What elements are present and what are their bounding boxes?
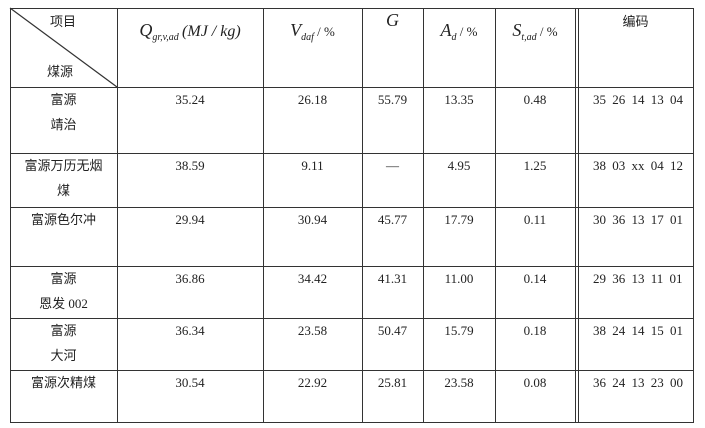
value-cell: 9.11 xyxy=(301,158,324,173)
v-line xyxy=(495,8,496,422)
v-line xyxy=(117,8,118,422)
row-name: 富源万历无烟 xyxy=(24,158,103,173)
column-header: Vdaf / % xyxy=(263,20,362,46)
row-name: 富源 xyxy=(50,92,77,107)
v-line xyxy=(693,8,694,422)
h-line xyxy=(10,8,694,9)
value-cell: 0.18 xyxy=(523,323,547,338)
value-cell: 30.54 xyxy=(175,375,205,390)
value-cell: 23.58 xyxy=(297,323,328,338)
value-cell: 29.94 xyxy=(175,212,205,227)
h-line xyxy=(10,370,694,371)
value-cell: 17.79 xyxy=(444,212,474,227)
column-header: G xyxy=(362,10,423,30)
row-name: 富源 xyxy=(50,323,77,338)
code-cell: 38 03 xx 04 12 xyxy=(593,158,683,173)
h-line xyxy=(10,422,694,423)
value-cell: 4.95 xyxy=(447,158,471,173)
h-line xyxy=(10,153,694,154)
header-symbol: V xyxy=(290,20,302,40)
header-symbol: S xyxy=(512,20,522,40)
row-name: 煤 xyxy=(56,183,70,198)
code-cell: 30 36 13 17 01 xyxy=(593,212,683,227)
value-cell: 41.31 xyxy=(377,271,408,286)
row-name: 恩发 002 xyxy=(39,296,88,311)
h-line xyxy=(10,318,694,319)
value-cell: 25.81 xyxy=(377,375,408,390)
value-cell: 34.42 xyxy=(297,271,328,286)
h-line xyxy=(10,266,694,267)
value-cell: 13.35 xyxy=(444,92,474,107)
value-cell: 36.34 xyxy=(175,323,205,338)
corner-top: 项目 xyxy=(50,14,77,29)
value-cell: 11.00 xyxy=(444,271,474,286)
header-unit: / % xyxy=(539,24,558,39)
value-cell: 23.58 xyxy=(444,375,474,390)
value-cell: 0.11 xyxy=(523,212,547,227)
value-cell: 36.86 xyxy=(175,271,205,286)
value-cell: 0.08 xyxy=(523,375,547,390)
column-header: Qgr,v,ad (MJ / kg) xyxy=(117,20,263,46)
header-symbol: Q xyxy=(139,20,153,40)
row-name: 大河 xyxy=(50,348,77,363)
header-text: 编码 xyxy=(622,14,649,29)
column-header: 编码 xyxy=(578,14,693,30)
header-subscript: t,ad xyxy=(521,32,537,43)
header-unit: / % xyxy=(459,24,478,39)
value-cell: 30.94 xyxy=(297,212,328,227)
v-line xyxy=(263,8,264,422)
v-line xyxy=(423,8,424,422)
value-cell: 22.92 xyxy=(297,375,328,390)
code-cell: 29 36 13 11 01 xyxy=(593,271,683,286)
value-cell: 50.47 xyxy=(377,323,408,338)
header-subscript: daf xyxy=(301,32,314,43)
h-line xyxy=(10,87,694,88)
row-name: 靖治 xyxy=(50,117,77,132)
header-subscript: gr,v,ad xyxy=(152,32,179,43)
header-symbol: G xyxy=(386,10,399,30)
header-unit: / % xyxy=(317,24,335,39)
v-line xyxy=(575,8,576,422)
value-cell: 26.18 xyxy=(297,92,328,107)
row-name: 富源色尔冲 xyxy=(30,212,96,227)
value-cell: 0.14 xyxy=(523,271,547,286)
column-header: St,ad / % xyxy=(495,20,575,46)
diagonal xyxy=(9,7,118,88)
h-line xyxy=(10,207,694,208)
header-subscript: d xyxy=(451,32,457,43)
header-symbol: A xyxy=(440,20,452,40)
value-cell: 15.79 xyxy=(444,323,474,338)
value-cell: 45.77 xyxy=(377,212,408,227)
corner-bottom: 煤源 xyxy=(47,64,74,79)
value-cell: 35.24 xyxy=(175,92,205,107)
v-line xyxy=(578,8,579,422)
column-header: Ad / % xyxy=(423,20,495,46)
code-cell: 38 24 14 15 01 xyxy=(593,323,683,338)
code-cell: 35 26 14 13 04 xyxy=(593,92,683,107)
value-cell: 55.79 xyxy=(377,92,408,107)
v-line xyxy=(10,8,11,422)
v-line xyxy=(362,8,363,422)
value-cell: — xyxy=(386,158,399,173)
row-name: 富源次精煤 xyxy=(30,375,96,390)
value-cell: 0.48 xyxy=(523,92,547,107)
value-cell: 38.59 xyxy=(175,158,205,173)
value-cell: 1.25 xyxy=(523,158,547,173)
code-cell: 36 24 13 23 00 xyxy=(593,375,683,390)
row-name: 富源 xyxy=(50,271,77,286)
header-unit: (MJ / kg) xyxy=(182,23,241,40)
